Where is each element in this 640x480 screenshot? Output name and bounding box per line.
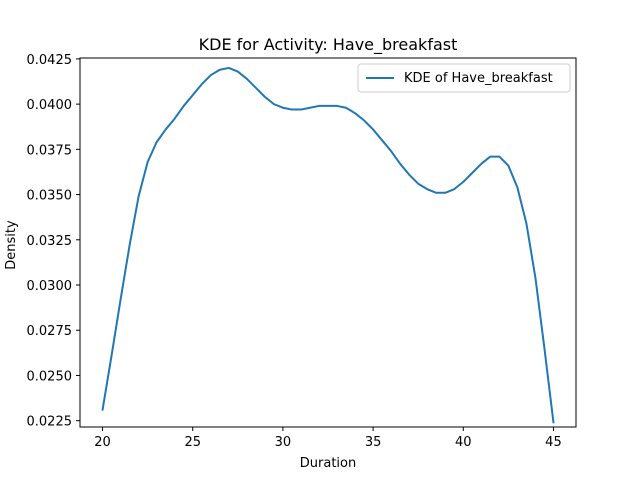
legend-label: KDE of Have_breakfast (404, 71, 553, 86)
plot-frame (79, 57, 577, 428)
x-tick-label: 25 (184, 435, 201, 450)
x-tick-label: 30 (275, 435, 292, 450)
legend-box (357, 63, 571, 93)
x-tick-label: 40 (455, 435, 472, 450)
x-tick-label: 35 (365, 435, 382, 450)
y-tick-label: 0.0250 (27, 369, 73, 384)
y-tick-label: 0.0225 (27, 415, 73, 430)
y-axis-label: Density (4, 220, 19, 270)
y-tick-label: 0.0325 (27, 234, 73, 249)
x-tick-label: 20 (94, 435, 111, 450)
chart-title: KDE for Activity: Have_breakfast (199, 35, 458, 55)
y-tick-label: 0.0300 (27, 279, 73, 294)
x-tick-label: 45 (545, 435, 562, 450)
axes: 20 25 30 35 40 45 0.0225 0.0250 0.0275 0.0300 0.03… (27, 53, 577, 450)
y-tick-label: 0.0375 (27, 143, 73, 158)
y-tick-label: 0.0275 (27, 324, 73, 339)
legend: KDE of Have_breakfast (357, 63, 571, 93)
plot-area (101, 66, 555, 424)
x-axis-label: Duration (300, 456, 356, 471)
y-tick-label: 0.0400 (27, 98, 73, 113)
series-line-0 (101, 66, 555, 424)
y-tick-label: 0.0425 (27, 53, 73, 68)
y-tick-label: 0.0350 (27, 189, 73, 204)
